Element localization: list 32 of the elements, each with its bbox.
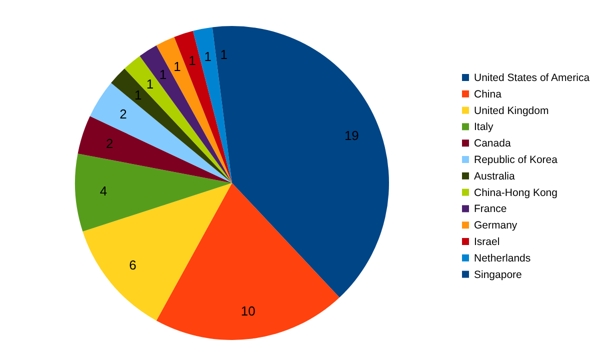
legend-label: China-Hong Kong: [474, 186, 558, 199]
legend-label: Canada: [474, 138, 511, 150]
legend-label: Israel: [474, 236, 500, 248]
legend-label: Netherlands: [474, 252, 531, 264]
legend-label: China: [474, 88, 502, 100]
pie-slice: [156, 37, 232, 183]
legend-label: Australia: [474, 170, 516, 182]
legend-label: Republic of Korea: [474, 154, 558, 166]
legend-label: Italy: [474, 121, 494, 134]
data-label: 1: [146, 76, 154, 92]
data-label: 6: [129, 258, 136, 273]
pie-slice: [82, 183, 232, 321]
data-label: 1: [134, 87, 142, 102]
legend-label: France: [474, 203, 507, 216]
pie-slice: [156, 183, 340, 340]
data-label: 2: [120, 106, 127, 122]
data-label: 1: [174, 59, 181, 74]
data-label: 2: [106, 136, 114, 151]
data-label: 1: [188, 53, 196, 68]
data-label: 19: [344, 128, 359, 144]
legend-label: Germany: [474, 220, 518, 232]
data-label: 1: [159, 66, 167, 82]
pie-slice: [140, 45, 232, 183]
legend-label: United States of America: [474, 72, 590, 84]
legend-label: United Kingdom: [474, 104, 549, 117]
data-label: 1: [204, 49, 212, 64]
pie-slice: [75, 154, 232, 232]
legend-label: Singapore: [474, 268, 522, 281]
data-label: 1: [220, 47, 228, 62]
data-label: 4: [100, 184, 108, 199]
pie-slice: [174, 30, 232, 183]
data-label: 10: [240, 303, 256, 318]
